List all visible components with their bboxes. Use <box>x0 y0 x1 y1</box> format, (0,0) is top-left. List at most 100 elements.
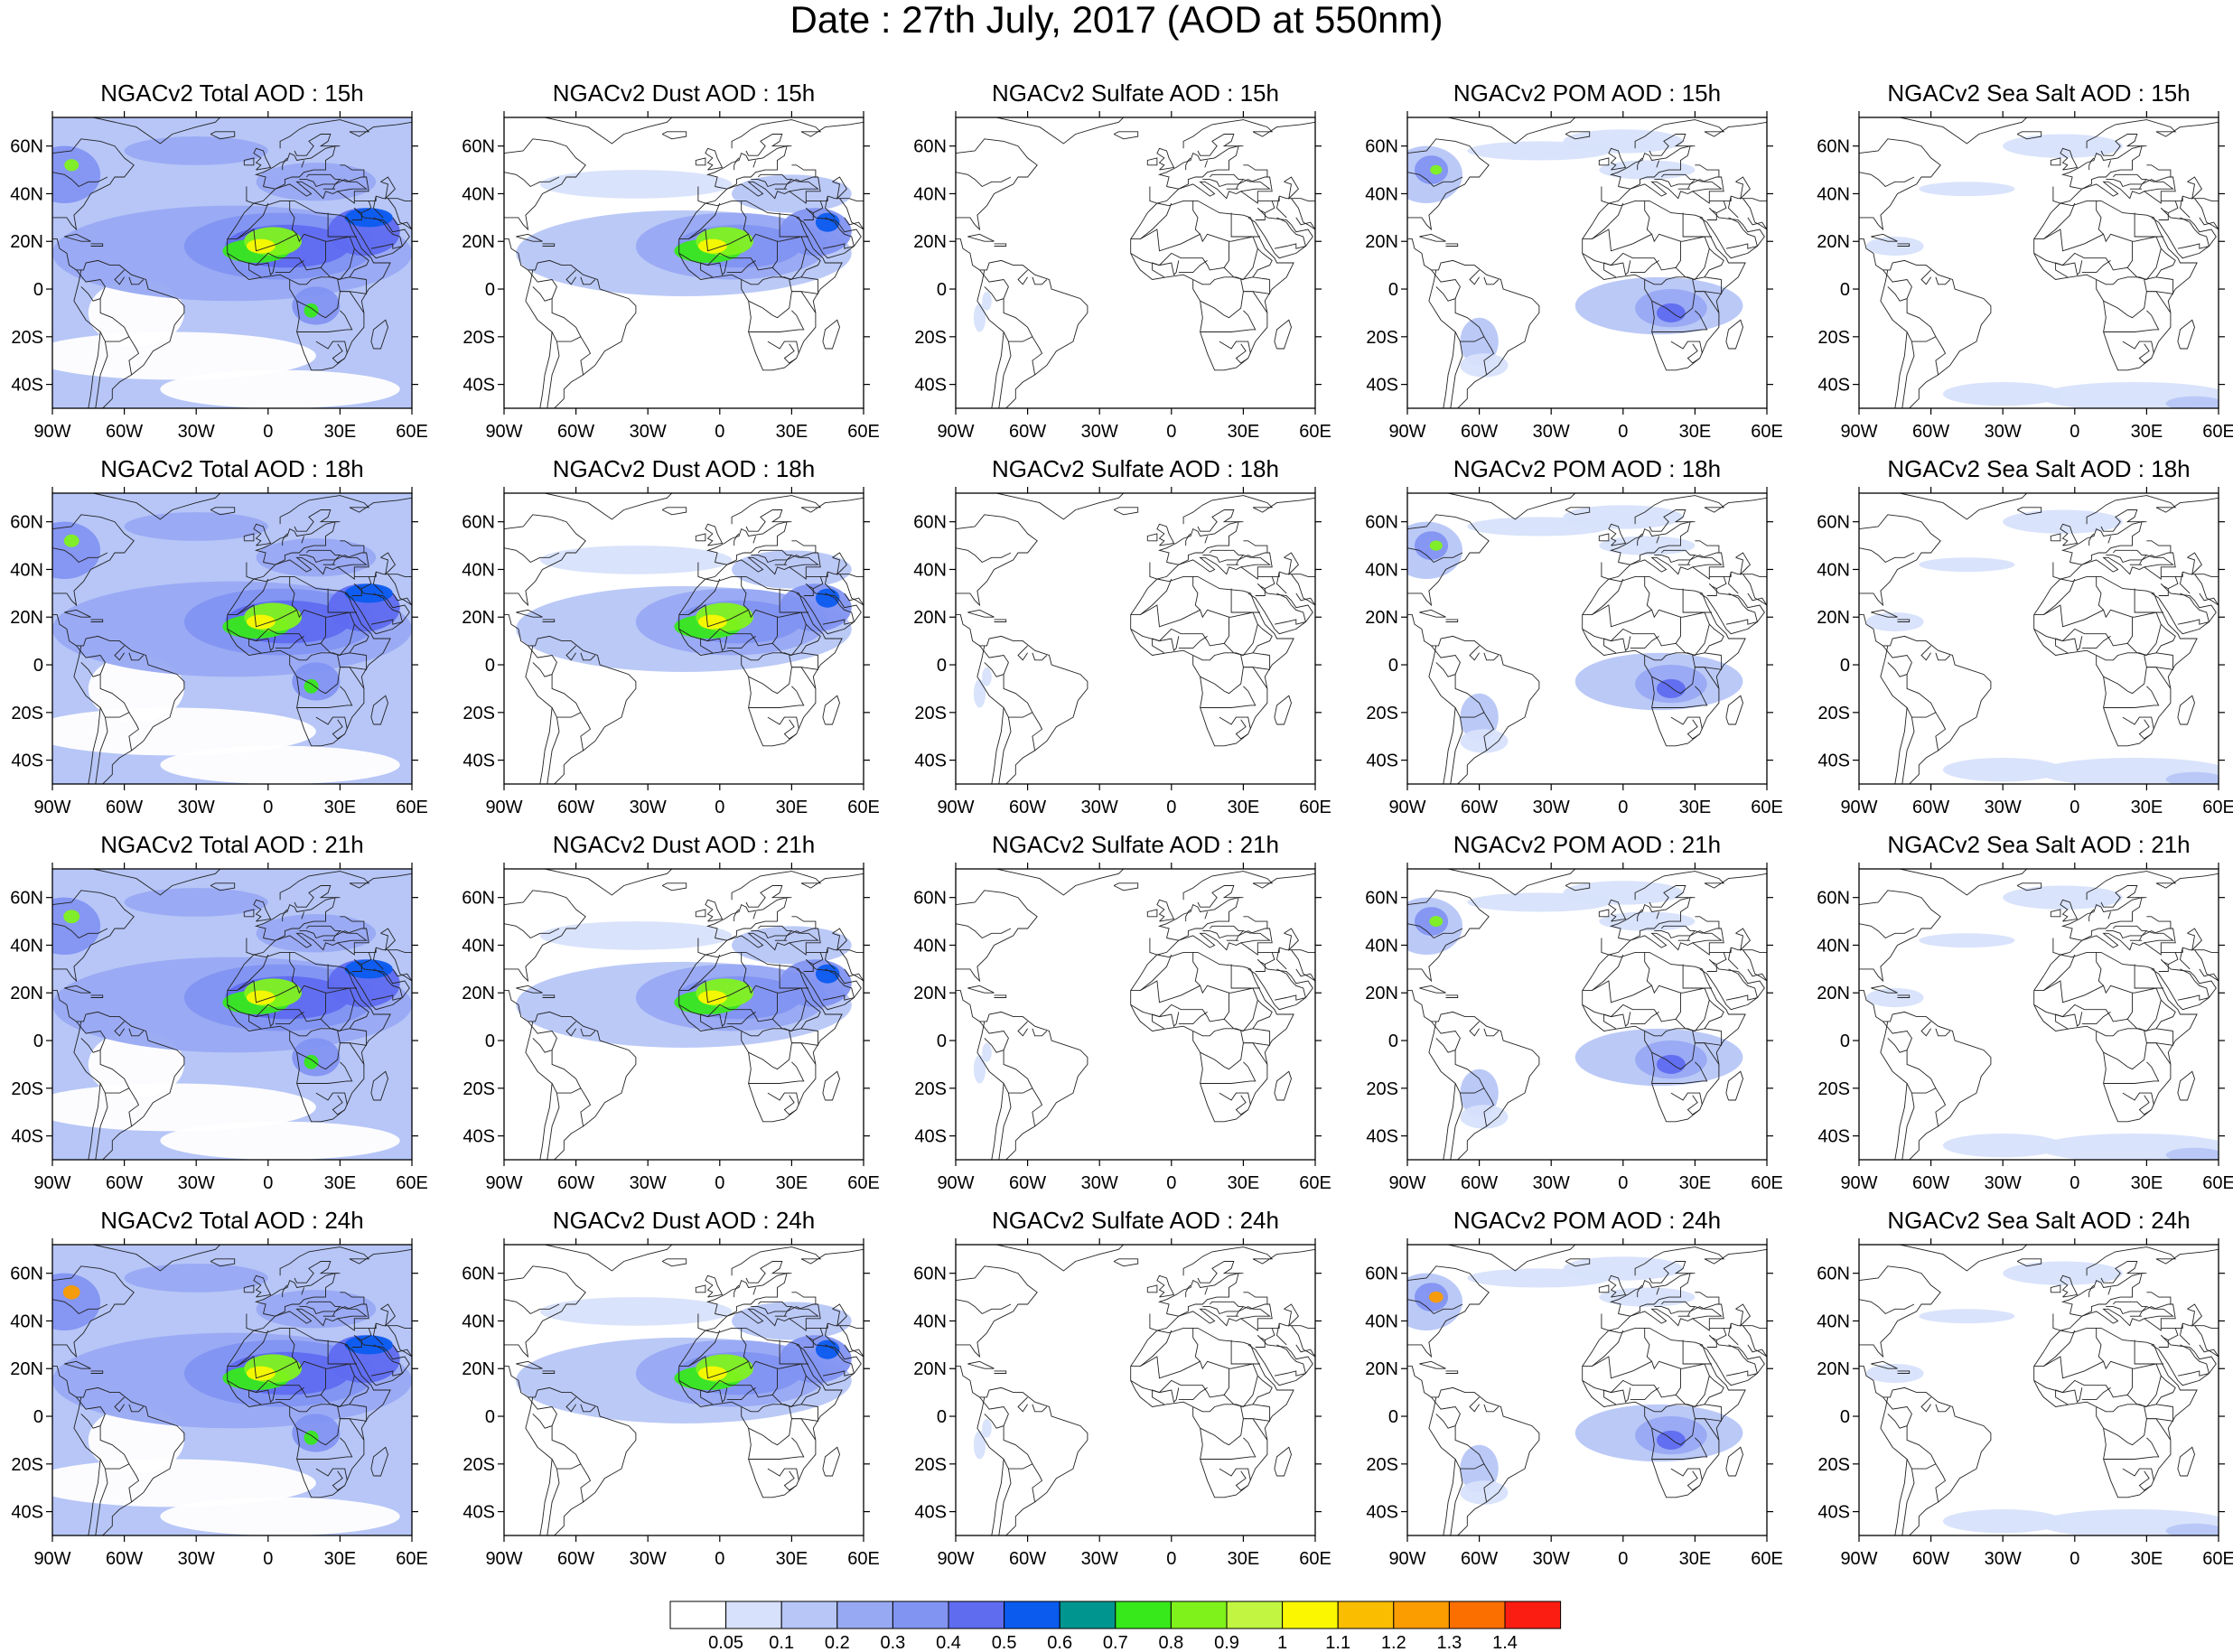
panel-title: NGACv2 Total AOD : 18h <box>100 455 364 482</box>
lat-tick-label: 0 <box>937 1407 947 1427</box>
aod-field <box>52 1245 412 1535</box>
lat-tick-label: 20S <box>1817 1455 1850 1475</box>
colorbar-swatch <box>780 1601 838 1629</box>
map-plot: 90W 60W 30W 0 30E 60E 60N 40N 20N 0 20S 40S <box>1365 863 1783 1193</box>
colorbar-label: 0.4 <box>936 1633 961 1652</box>
lat-tick-label: 20N <box>10 984 43 1003</box>
panel-title: NGACv2 Sea Salt AOD : 21h <box>1887 831 2191 858</box>
lon-tick-label: 0 <box>263 1549 273 1569</box>
lat-tick-label: 20N <box>462 608 495 628</box>
lon-tick-label: 60W <box>1009 1549 1046 1569</box>
lat-tick-label: 40S <box>914 1503 947 1523</box>
map-panel-sulfate-21h: NGACv2 Sulfate AOD : 21h 90W 60W 30W 0 30E 60E… <box>903 829 1355 1205</box>
lon-tick-label: 60E <box>1751 1173 1783 1193</box>
lon-tick-label: 30E <box>1679 1549 1712 1569</box>
lat-tick-label: 0 <box>33 656 43 676</box>
colorbar-swatch <box>892 1601 949 1629</box>
map-plot: 90W 60W 30W 0 30E 60E 60N 40N 20N 0 20S 40S <box>10 487 428 817</box>
map-plot: 90W 60W 30W 0 30E 60E 60N 40N 20N 0 20S 40S <box>1817 1238 2233 1569</box>
aod-field <box>1407 129 1743 378</box>
map-panel-dust-21h: NGACv2 Dust AOD : 21h 90W 60W 30W 0 30E 60E 60N… <box>452 829 903 1205</box>
lon-tick-label: 60E <box>1299 1173 1331 1193</box>
coastlines <box>504 117 864 408</box>
lat-tick-label: 20N <box>1817 232 1850 252</box>
lat-tick-label: 0 <box>1388 1407 1398 1427</box>
lat-tick-label: 40N <box>462 1311 495 1331</box>
lon-tick-label: 30E <box>324 1549 357 1569</box>
coastlines <box>956 869 1315 1160</box>
lon-tick-label: 60E <box>847 1549 880 1569</box>
panel-title: NGACv2 Sulfate AOD : 18h <box>992 455 1279 482</box>
lat-tick-label: 40N <box>913 1311 947 1331</box>
lat-tick-label: 20S <box>462 704 495 723</box>
lon-tick-label: 0 <box>715 422 724 442</box>
colorbar-swatch <box>836 1601 893 1629</box>
lon-tick-label: 0 <box>715 798 724 817</box>
lat-tick-label: 40N <box>1817 936 1850 956</box>
coastlines <box>956 1245 1315 1535</box>
colorbar-swatch <box>725 1601 782 1629</box>
colorbar-swatch <box>1448 1601 1506 1629</box>
lat-tick-label: 20S <box>462 1455 495 1475</box>
map-panel-seasalt-24h: NGACv2 Sea Salt AOD : 24h 90W 60W 30W 0 30E 60… <box>1807 1205 2233 1581</box>
map-plot: 90W 60W 30W 0 30E 60E 60N 40N 20N 0 20S 40S <box>913 1238 1331 1569</box>
lat-tick-label: 0 <box>1840 1407 1850 1427</box>
lat-tick-label: 20S <box>914 328 947 348</box>
lat-tick-label: 20N <box>1365 1359 1398 1379</box>
lon-tick-label: 0 <box>1166 1173 1176 1193</box>
lon-tick-label: 60W <box>557 1549 594 1569</box>
colorbar-label: 1.4 <box>1492 1633 1518 1652</box>
colorbar-label: 0.7 <box>1103 1633 1128 1652</box>
lat-tick-label: 20S <box>1817 1079 1850 1099</box>
lat-tick-label: 20S <box>1366 1455 1398 1475</box>
map-panel-total-15h: NGACv2 Total AOD : 15h 90W 60W 30W 0 30E 60E 60… <box>0 78 452 453</box>
lat-tick-label: 20N <box>462 984 495 1003</box>
lat-tick-label: 60N <box>10 889 43 909</box>
map-plot: 90W 60W 30W 0 30E 60E 60N 40N 20N 0 20S 40S <box>1365 111 1783 442</box>
lon-tick-label: 60W <box>1912 422 1949 442</box>
lon-tick-label: 30E <box>1679 798 1712 817</box>
lon-tick-label: 0 <box>2069 422 2079 442</box>
aod-field <box>1407 1256 1743 1505</box>
lat-tick-label: 60N <box>913 889 947 909</box>
coastlines <box>1859 869 2219 1160</box>
map-plot: 90W 60W 30W 0 30E 60E 60N 40N 20N 0 20S 40S <box>1365 487 1783 817</box>
lat-tick-label: 0 <box>33 1031 43 1051</box>
lon-tick-label: 30E <box>776 1173 808 1193</box>
aod-field <box>973 291 992 332</box>
lat-tick-label: 20N <box>462 232 495 252</box>
lon-tick-label: 30E <box>2131 1173 2163 1193</box>
coastlines <box>1407 493 1767 784</box>
lat-tick-label: 40N <box>10 184 43 204</box>
lat-tick-label: 60N <box>913 513 947 533</box>
lat-tick-label: 40S <box>462 1503 495 1523</box>
lon-tick-label: 60W <box>106 798 143 817</box>
map-panel-total-24h: NGACv2 Total AOD : 24h 90W 60W 30W 0 30E 60E 60… <box>0 1205 452 1581</box>
lat-tick-label: 20N <box>1365 984 1398 1003</box>
lon-tick-label: 30E <box>324 1173 357 1193</box>
colorbar-swatch <box>948 1601 1005 1629</box>
lon-tick-label: 30W <box>1533 1549 1570 1569</box>
lat-tick-label: 40N <box>462 184 495 204</box>
coastlines <box>52 869 412 1160</box>
colorbar-label: 1.1 <box>1325 1633 1350 1652</box>
lon-tick-label: 30W <box>1985 1549 2022 1569</box>
lon-tick-label: 30E <box>324 422 357 442</box>
lat-tick-label: 40S <box>462 1127 495 1147</box>
lon-tick-label: 90W <box>485 798 522 817</box>
panel-title: NGACv2 Total AOD : 24h <box>100 1207 364 1234</box>
lat-tick-label: 40S <box>1817 376 1850 396</box>
lat-tick-label: 20N <box>10 232 43 252</box>
lon-tick-label: 30W <box>630 1173 667 1193</box>
lat-tick-label: 60N <box>10 1265 43 1284</box>
colorbar: 0.05 0.1 0.2 0.3 0.4 0.5 0.6 0.7 0.8 0.9 1 1.1 1.2 1.… <box>668 1601 1563 1652</box>
lon-tick-label: 60E <box>847 422 880 442</box>
colorbar-svg: 0.05 0.1 0.2 0.3 0.4 0.5 0.6 0.7 0.8 0.9 1 1.1 1.2 1.… <box>669 1601 1562 1652</box>
lon-tick-label: 30E <box>2131 422 2163 442</box>
lon-tick-label: 30E <box>1228 422 1260 442</box>
lon-tick-label: 60E <box>1299 1549 1331 1569</box>
lat-tick-label: 60N <box>10 137 43 157</box>
coastlines <box>52 1245 412 1535</box>
lat-tick-label: 20N <box>10 1359 43 1379</box>
